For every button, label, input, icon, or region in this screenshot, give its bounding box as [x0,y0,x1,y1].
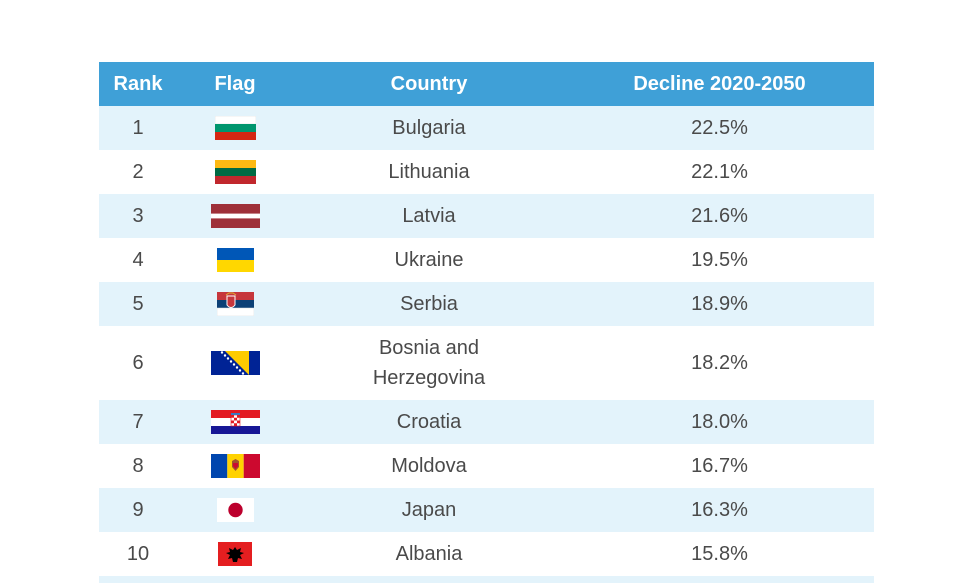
header-rank: Rank [113,72,163,95]
flag-cell [177,498,293,522]
rank-cell: 5 [132,292,144,315]
rank-cell: 1 [132,116,144,139]
decline-cell: 16.7% [691,454,748,477]
decline-cell: 16.3% [691,498,748,521]
country-cell: Ukraine [394,249,464,271]
country-cell: Lithuania [388,161,470,183]
country-cell: Latvia [402,205,456,227]
decline-cell: 22.1% [691,160,748,183]
header-decline: Decline 2020-2050 [633,72,806,95]
country-cell: Moldova [391,455,467,477]
table-row: 2 Lithuania 22.1% [99,150,874,194]
albania-flag-icon [218,542,252,566]
decline-cell: 18.2% [691,351,748,374]
decline-cell: 18.9% [691,292,748,315]
flag-cell [177,116,293,140]
country-cell: Japan [401,499,457,521]
rank-cell: 10 [126,542,150,565]
rank-cell: 9 [132,498,144,521]
header-flag: Flag [214,72,256,95]
croatia-flag-icon [210,410,260,434]
latvia-flag-icon [210,204,260,228]
table-row: 8 Moldova 16.7% [99,444,874,488]
rank-cell: 2 [132,160,144,183]
japan-flag-icon [216,498,254,522]
country-cell: Bosnia and Herzegovina [372,337,486,389]
flag-cell [177,542,293,566]
bulgaria-flag-icon [214,116,256,140]
flag-cell [177,292,293,316]
table-header: Rank Flag Country Decline 2020-2050 [99,62,874,106]
rank-cell: 4 [132,248,144,271]
table-row: 4 Ukraine 19.5% [99,238,874,282]
table-row: 9 Japan 16.3% [99,488,874,532]
country-cell: Serbia [400,293,458,315]
flag-cell [177,351,293,375]
header-country: Country [390,73,468,95]
flag-cell [177,160,293,184]
table-row: 6 Bosnia and Herzegovina 18.2% [99,326,874,400]
bosnia-flag-icon [210,351,260,375]
serbia-flag-icon [216,292,254,316]
table-row: 7 Croatia 18.0% [99,400,874,444]
decline-cell: 22.5% [691,116,748,139]
ukraine-flag-icon [216,248,254,272]
decline-cell: 18.0% [691,410,748,433]
country-cell: Bulgaria [392,117,466,139]
flag-cell [177,204,293,228]
rank-cell: 6 [132,351,144,374]
flag-cell [177,410,293,434]
flag-cell [177,248,293,272]
decline-cell: 15.8% [691,542,748,565]
rank-cell: 3 [132,204,144,227]
decline-cell: 21.6% [691,204,748,227]
decline-cell: 19.5% [691,248,748,271]
table-row-cutoff [99,576,874,583]
country-cell: Albania [395,543,463,565]
table-row: 5 Serbia 18.9% [99,282,874,326]
country-cell: Croatia [396,411,462,433]
rank-cell: 7 [132,410,144,433]
flag-cell [177,454,293,478]
table-row: 1 Bulgaria 22.5% [99,106,874,150]
moldova-flag-icon [210,454,260,478]
table-row: 10 Albania 15.8% [99,532,874,576]
population-decline-table: Rank Flag Country Decline 2020-2050 1 Bu… [99,62,874,583]
lithuania-flag-icon [214,160,256,184]
table-row: 3 Latvia 21.6% [99,194,874,238]
rank-cell: 8 [132,454,144,477]
